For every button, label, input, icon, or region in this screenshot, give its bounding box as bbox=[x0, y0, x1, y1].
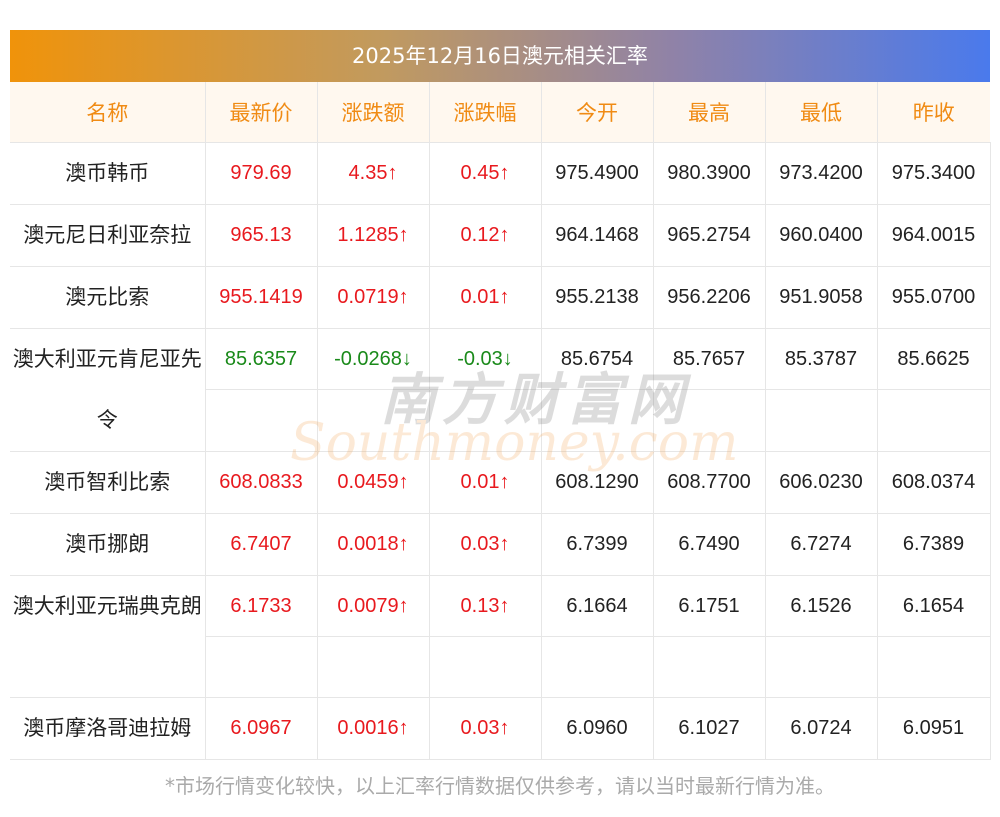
low-price-cell: 606.0230 bbox=[765, 451, 878, 514]
latest-price-value: 85.6357 bbox=[204, 329, 318, 390]
currency-pair-name: 澳大利亚元瑞典克朗 bbox=[10, 575, 206, 698]
low-price-value: 85.3787 bbox=[764, 329, 878, 390]
column-header-change: 涨跌额 bbox=[317, 82, 430, 143]
table-row: 澳大利亚元肯尼亚先令 85.6357 -0.0268↓ -0.03↓ 85.6754 85… bbox=[10, 328, 991, 452]
prev-close-cell: 955.0700 bbox=[877, 266, 991, 329]
currency-pair-name: 澳大利亚元肯尼亚先令 bbox=[10, 328, 206, 452]
high-price-cell: 956.2206 bbox=[653, 266, 766, 329]
currency-pair-name: 澳元比索 bbox=[10, 266, 206, 329]
low-price-cell: 85.3787 bbox=[764, 328, 878, 452]
latest-price-cell: 608.0833 bbox=[205, 451, 318, 514]
change-percent-value: -0.03↓ bbox=[428, 329, 542, 390]
prev-close-cell: 608.0374 bbox=[877, 451, 991, 514]
low-price-cell: 6.0724 bbox=[765, 697, 878, 760]
change-amount-cell: 0.0016↑ bbox=[317, 697, 430, 760]
prev-close-value: 6.1654 bbox=[876, 576, 991, 637]
change-amount-value: -0.0268↓ bbox=[316, 329, 430, 390]
change-percent-cell: 0.12↑ bbox=[429, 204, 542, 267]
currency-pair-name: 澳币智利比索 bbox=[10, 451, 206, 514]
latest-price-cell: 6.7407 bbox=[205, 513, 318, 576]
change-amount-cell: 0.0459↑ bbox=[317, 451, 430, 514]
disclaimer-footnote: *市场行情变化较快，以上汇率行情数据仅供参考，请以当时最新行情为准。 bbox=[165, 774, 835, 798]
prev-close-cell: 6.1654 bbox=[876, 575, 991, 698]
change-percent-cell: 0.03↑ bbox=[429, 513, 542, 576]
currency-pair-name: 澳元尼日利亚奈拉 bbox=[10, 204, 206, 267]
open-price-value: 85.6754 bbox=[540, 329, 654, 390]
column-header-name: 名称 bbox=[10, 82, 206, 143]
change-amount-value: 0.0079↑ bbox=[316, 576, 430, 637]
high-price-cell: 980.3900 bbox=[653, 142, 766, 205]
prev-close-value: 85.6625 bbox=[876, 329, 991, 390]
currency-pair-name: 澳币挪朗 bbox=[10, 513, 206, 576]
low-price-value: 6.1526 bbox=[764, 576, 878, 637]
low-price-cell: 973.4200 bbox=[765, 142, 878, 205]
table-row: 澳币韩币 979.69 4.35↑ 0.45↑ 975.4900 980.3900 973.… bbox=[10, 142, 991, 205]
low-price-cell: 6.1526 bbox=[764, 575, 878, 698]
change-percent-cell: 0.03↑ bbox=[429, 697, 542, 760]
low-price-cell: 6.7274 bbox=[765, 513, 878, 576]
high-price-cell: 6.1027 bbox=[653, 697, 766, 760]
high-price-cell: 6.7490 bbox=[653, 513, 766, 576]
column-header-latest: 最新价 bbox=[205, 82, 318, 143]
open-price-cell: 964.1468 bbox=[541, 204, 654, 267]
open-price-cell: 6.0960 bbox=[541, 697, 654, 760]
high-price-cell: 608.7700 bbox=[653, 451, 766, 514]
latest-price-cell: 6.1733 bbox=[204, 575, 318, 698]
change-amount-cell: 1.1285↑ bbox=[317, 204, 430, 267]
table-row: 澳币智利比索 608.0833 0.0459↑ 0.01↑ 608.1290 608.77… bbox=[10, 451, 991, 514]
table-header-row: 名称 最新价 涨跌额 涨跌幅 今开 最高 最低 昨收 bbox=[10, 82, 990, 143]
change-amount-cell: -0.0268↓ bbox=[316, 328, 430, 452]
open-price-cell: 6.7399 bbox=[541, 513, 654, 576]
open-price-cell: 975.4900 bbox=[541, 142, 654, 205]
high-price-cell: 965.2754 bbox=[653, 204, 766, 267]
currency-pair-name: 澳币韩币 bbox=[10, 142, 206, 205]
latest-price-value: 6.1733 bbox=[204, 576, 318, 637]
latest-price-cell: 965.13 bbox=[205, 204, 318, 267]
prev-close-cell: 964.0015 bbox=[877, 204, 991, 267]
open-price-cell: 6.1664 bbox=[540, 575, 654, 698]
high-price-cell: 6.1751 bbox=[652, 575, 766, 698]
open-price-cell: 85.6754 bbox=[540, 328, 654, 452]
currency-pair-name: 澳币摩洛哥迪拉姆 bbox=[10, 697, 206, 760]
column-header-low: 最低 bbox=[765, 82, 878, 143]
table-row: 澳元尼日利亚奈拉 965.13 1.1285↑ 0.12↑ 964.1468 965.27… bbox=[10, 204, 991, 267]
prev-close-cell: 975.3400 bbox=[877, 142, 991, 205]
change-amount-cell: 0.0079↑ bbox=[316, 575, 430, 698]
change-percent-cell: 0.01↑ bbox=[429, 266, 542, 329]
low-price-cell: 951.9058 bbox=[765, 266, 878, 329]
change-amount-cell: 0.0018↑ bbox=[317, 513, 430, 576]
column-header-prev-close: 昨收 bbox=[877, 82, 990, 143]
latest-price-cell: 6.0967 bbox=[205, 697, 318, 760]
latest-price-cell: 955.1419 bbox=[205, 266, 318, 329]
page-title: 2025年12月16日澳元相关汇率 bbox=[10, 30, 990, 82]
change-percent-value: 0.13↑ bbox=[428, 576, 542, 637]
change-percent-cell: -0.03↓ bbox=[428, 328, 542, 452]
open-price-cell: 608.1290 bbox=[541, 451, 654, 514]
change-percent-cell: 0.45↑ bbox=[429, 142, 542, 205]
change-amount-cell: 0.0719↑ bbox=[317, 266, 430, 329]
column-header-change-pct: 涨跌幅 bbox=[429, 82, 542, 143]
table-row: 澳大利亚元瑞典克朗 6.1733 0.0079↑ 0.13↑ 6.1664 6.1751 6… bbox=[10, 575, 991, 698]
high-price-value: 6.1751 bbox=[652, 576, 766, 637]
prev-close-cell: 85.6625 bbox=[876, 328, 991, 452]
prev-close-cell: 6.0951 bbox=[877, 697, 991, 760]
table-row: 澳元比索 955.1419 0.0719↑ 0.01↑ 955.2138 956.2206… bbox=[10, 266, 991, 329]
latest-price-cell: 979.69 bbox=[205, 142, 318, 205]
table-row: 澳币摩洛哥迪拉姆 6.0967 0.0016↑ 0.03↑ 6.0960 6.1027 6.… bbox=[10, 697, 991, 760]
change-percent-cell: 0.01↑ bbox=[429, 451, 542, 514]
exchange-rate-table: 名称 最新价 涨跌额 涨跌幅 今开 最高 最低 昨收 澳币韩币 979.69 4.3… bbox=[10, 82, 991, 760]
change-percent-cell: 0.13↑ bbox=[428, 575, 542, 698]
table-row: 澳币挪朗 6.7407 0.0018↑ 0.03↑ 6.7399 6.7490 6.7274… bbox=[10, 513, 991, 576]
column-header-open: 今开 bbox=[541, 82, 654, 143]
prev-close-cell: 6.7389 bbox=[877, 513, 991, 576]
latest-price-cell: 85.6357 bbox=[204, 328, 318, 452]
change-amount-cell: 4.35↑ bbox=[317, 142, 430, 205]
high-price-cell: 85.7657 bbox=[652, 328, 766, 452]
low-price-cell: 960.0400 bbox=[765, 204, 878, 267]
column-header-high: 最高 bbox=[653, 82, 766, 143]
high-price-value: 85.7657 bbox=[652, 329, 766, 390]
open-price-cell: 955.2138 bbox=[541, 266, 654, 329]
open-price-value: 6.1664 bbox=[540, 576, 654, 637]
